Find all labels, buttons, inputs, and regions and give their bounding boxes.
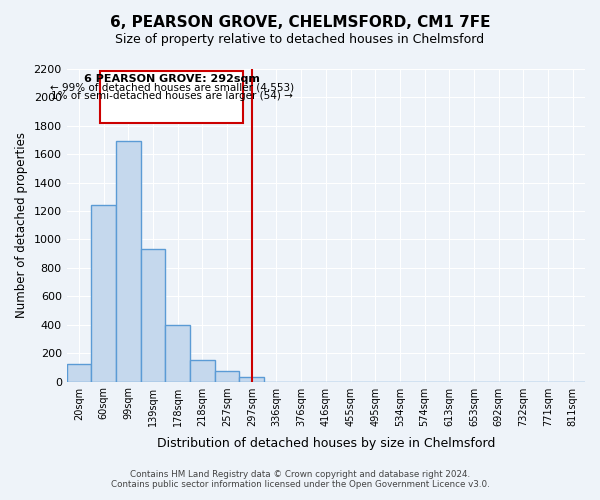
Bar [91, 206, 116, 382]
X-axis label: Distribution of detached houses by size in Chelmsford: Distribution of detached houses by size … [157, 437, 495, 450]
FancyBboxPatch shape [100, 71, 243, 123]
Bar [215, 371, 239, 382]
Bar [141, 250, 166, 382]
Bar [67, 364, 91, 382]
Bar [166, 324, 190, 382]
Text: 1% of semi-detached houses are larger (54) →: 1% of semi-detached houses are larger (5… [50, 92, 293, 102]
Text: 6 PEARSON GROVE: 292sqm: 6 PEARSON GROVE: 292sqm [83, 74, 260, 84]
Text: Size of property relative to detached houses in Chelmsford: Size of property relative to detached ho… [115, 32, 485, 46]
Bar [239, 376, 264, 382]
Bar [116, 142, 141, 382]
Bar [190, 360, 215, 382]
Y-axis label: Number of detached properties: Number of detached properties [15, 132, 28, 318]
Text: Contains HM Land Registry data © Crown copyright and database right 2024.
Contai: Contains HM Land Registry data © Crown c… [110, 470, 490, 489]
Text: 6, PEARSON GROVE, CHELMSFORD, CM1 7FE: 6, PEARSON GROVE, CHELMSFORD, CM1 7FE [110, 15, 490, 30]
Text: ← 99% of detached houses are smaller (4,553): ← 99% of detached houses are smaller (4,… [50, 82, 293, 92]
